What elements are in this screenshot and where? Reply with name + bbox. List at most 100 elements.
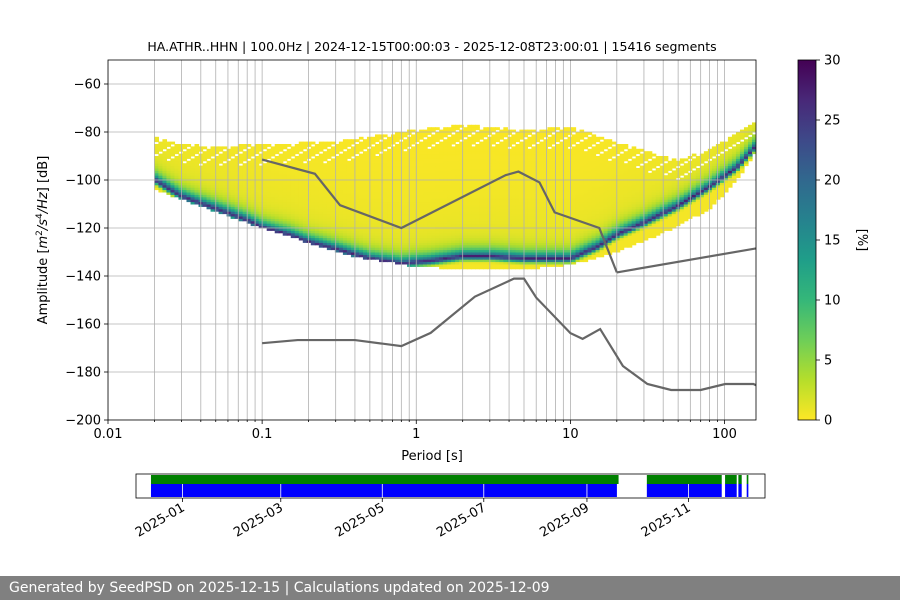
heatmap-cell bbox=[218, 189, 224, 193]
heatmap-cell bbox=[318, 168, 324, 171]
heatmap-cell bbox=[274, 144, 280, 147]
heatmap-cell bbox=[503, 230, 508, 234]
heatmap-cell bbox=[258, 187, 264, 191]
heatmap-cell bbox=[519, 168, 524, 171]
heatmap-cell bbox=[411, 158, 416, 162]
heatmap-cell bbox=[431, 175, 436, 179]
heatmap-cell bbox=[330, 208, 336, 212]
heatmap-cell bbox=[374, 228, 380, 231]
heatmap-cell bbox=[162, 187, 168, 191]
heatmap-cell bbox=[555, 228, 561, 231]
heatmap-cell bbox=[491, 194, 496, 198]
heatmap-cell bbox=[551, 175, 557, 179]
heatmap-cell bbox=[579, 237, 585, 241]
heatmap-cell bbox=[158, 175, 164, 179]
heatmap-cell bbox=[571, 127, 577, 131]
heatmap-cell bbox=[543, 254, 549, 258]
heatmap-cell bbox=[527, 177, 532, 181]
heatmap-cell bbox=[346, 223, 352, 227]
heatmap-cell bbox=[350, 153, 356, 157]
heatmap-cell bbox=[471, 259, 476, 263]
heatmap-cell bbox=[350, 252, 356, 255]
heatmap-cell bbox=[591, 165, 597, 169]
heatmap-cell bbox=[507, 230, 512, 234]
heatmap-cell bbox=[451, 211, 456, 215]
heatmap-cell bbox=[423, 240, 428, 243]
heatmap-cell bbox=[447, 165, 452, 169]
heatmap-cell bbox=[507, 151, 512, 155]
heatmap-cell bbox=[403, 192, 408, 195]
heatmap-cell bbox=[587, 199, 593, 203]
heatmap-cell bbox=[250, 163, 256, 167]
heatmap-cell bbox=[190, 158, 196, 162]
heatmap-cell bbox=[559, 259, 565, 263]
heatmap-cell bbox=[383, 189, 388, 193]
heatmap-cell bbox=[258, 225, 264, 229]
heatmap-cell bbox=[599, 249, 605, 253]
heatmap-cell bbox=[411, 228, 416, 231]
heatmap-cell bbox=[459, 187, 464, 191]
heatmap-cell bbox=[599, 192, 605, 195]
heatmap-cell bbox=[443, 139, 448, 143]
heatmap-cell bbox=[475, 175, 480, 179]
heatmap-cell bbox=[439, 216, 444, 219]
heatmap-cell bbox=[499, 134, 504, 138]
heatmap-cell bbox=[483, 170, 488, 174]
heatmap-cell bbox=[507, 244, 512, 248]
heatmap-cell bbox=[154, 175, 160, 179]
heatmap-cell bbox=[362, 242, 368, 246]
heatmap-cell bbox=[182, 151, 188, 155]
heatmap-cell bbox=[250, 153, 256, 157]
heatmap-cell bbox=[435, 187, 440, 191]
heatmap-cell bbox=[395, 240, 400, 243]
heatmap-cell bbox=[346, 153, 352, 157]
heatmap-cell bbox=[262, 172, 268, 176]
heatmap-cell bbox=[515, 232, 520, 236]
heatmap-cell bbox=[451, 182, 456, 186]
heatmap-cell bbox=[571, 242, 577, 246]
heatmap-cell bbox=[383, 184, 388, 188]
heatmap-cell bbox=[318, 160, 324, 164]
heatmap-cell bbox=[595, 156, 601, 159]
chart-title: HA.ATHR..HHN | 100.0Hz | 2024-12-15T00:0… bbox=[147, 39, 716, 54]
heatmap-cell bbox=[527, 136, 532, 140]
heatmap-cell bbox=[499, 158, 504, 162]
heatmap-cell bbox=[555, 216, 561, 219]
heatmap-cell bbox=[531, 225, 537, 229]
heatmap-cell bbox=[294, 184, 300, 188]
heatmap-cell bbox=[266, 156, 272, 159]
heatmap-cell bbox=[298, 189, 304, 193]
heatmap-cell bbox=[551, 163, 557, 167]
heatmap-cell bbox=[499, 201, 504, 205]
heatmap-cell bbox=[383, 177, 388, 181]
heatmap-cell bbox=[475, 153, 480, 157]
heatmap-cell bbox=[342, 213, 348, 217]
heatmap-cell bbox=[218, 194, 224, 198]
heatmap-cell bbox=[427, 175, 432, 179]
heatmap-cell bbox=[535, 208, 541, 212]
heatmap-cell bbox=[350, 194, 356, 198]
heatmap-cell bbox=[531, 220, 537, 224]
heatmap-cell bbox=[258, 199, 264, 203]
heatmap-cell bbox=[491, 187, 496, 191]
heatmap-cell bbox=[503, 242, 508, 246]
heatmap-cell bbox=[174, 194, 180, 198]
heatmap-cell bbox=[278, 144, 284, 147]
heatmap-cell bbox=[298, 220, 304, 224]
heatmap-cell bbox=[475, 206, 480, 210]
heatmap-cell bbox=[190, 153, 196, 157]
heatmap-cell bbox=[535, 151, 541, 155]
heatmap-cell bbox=[290, 189, 296, 193]
heatmap-cell bbox=[346, 228, 352, 231]
heatmap-cell bbox=[282, 151, 288, 155]
heatmap-cell bbox=[226, 192, 232, 195]
heatmap-cell bbox=[579, 182, 585, 186]
heatmap-cell bbox=[379, 242, 384, 246]
heatmap-cell bbox=[519, 244, 524, 248]
heatmap-cell bbox=[403, 249, 408, 253]
heatmap-cell bbox=[499, 192, 504, 195]
heatmap-cell bbox=[190, 199, 196, 203]
heatmap-cell bbox=[447, 194, 452, 198]
heatmap-cell bbox=[563, 194, 569, 198]
heatmap-cell bbox=[158, 153, 164, 157]
